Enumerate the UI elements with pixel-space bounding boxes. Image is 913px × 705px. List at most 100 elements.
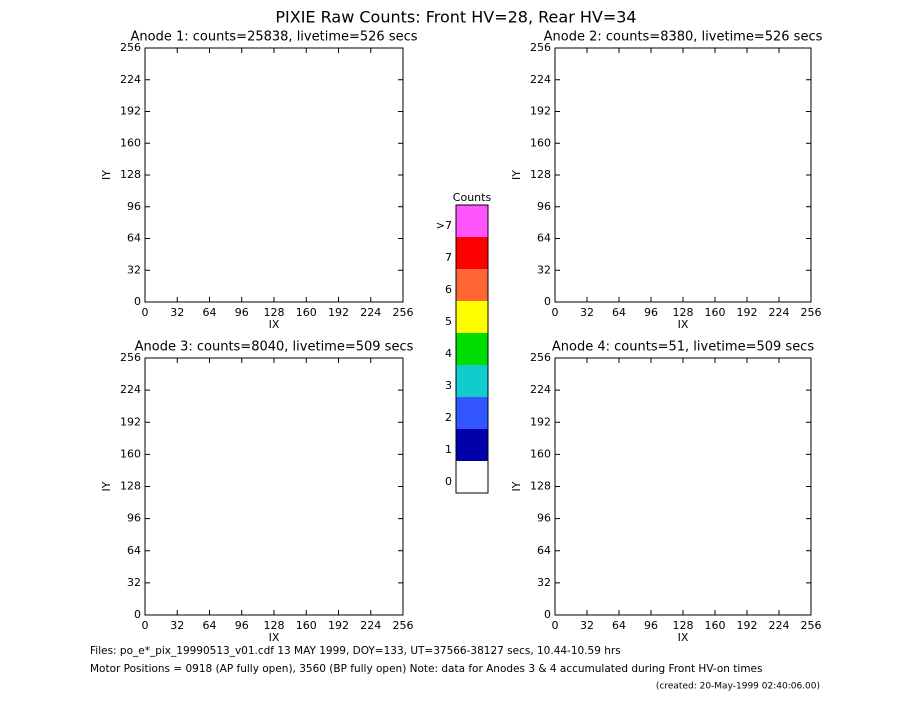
x-tick-label: 32 [170, 619, 184, 632]
x-tick-label: 0 [552, 619, 559, 632]
x-tick-label: 32 [580, 306, 594, 319]
panel-title: Anode 4: counts=51, livetime=509 secs [552, 340, 814, 355]
y-tick-label: 96 [127, 200, 141, 213]
x-tick-label: 192 [737, 619, 758, 632]
y-tick-label: 256 [120, 41, 141, 54]
footer-line: Files: po_e*_pix_19990513_v01.cdf 13 MAY… [90, 645, 621, 657]
x-tick-label: 128 [264, 306, 285, 319]
x-tick-label: 256 [801, 619, 822, 632]
x-tick-label: 64 [203, 619, 217, 632]
x-tick-label: 64 [612, 619, 626, 632]
colorbar-title: Counts [453, 191, 492, 204]
panel-title: Anode 1: counts=25838, livetime=526 secs [130, 30, 417, 45]
panel-title: Anode 2: counts=8380, livetime=526 secs [544, 30, 823, 45]
y-tick-label: 64 [537, 232, 551, 245]
colorbar-label: 2 [445, 411, 452, 424]
y-tick-label: 224 [530, 383, 551, 396]
y-tick-label: 128 [530, 168, 551, 181]
y-tick-label: 256 [120, 351, 141, 364]
y-tick-label: 128 [530, 480, 551, 493]
colorbar-cell [456, 205, 488, 237]
x-tick-label: 32 [580, 619, 594, 632]
y-tick-label: 96 [127, 512, 141, 525]
y-tick-label: 192 [120, 105, 141, 118]
x-tick-label: 32 [170, 306, 184, 319]
y-tick-label: 0 [544, 295, 551, 308]
x-tick-label: 224 [769, 306, 790, 319]
colorbar-label: 3 [445, 379, 452, 392]
colorbar-cell [456, 429, 488, 461]
x-tick-label: 128 [673, 306, 694, 319]
y-tick-label: 128 [120, 168, 141, 181]
y-axis-label: IY [510, 481, 523, 491]
y-tick-label: 192 [530, 105, 551, 118]
y-tick-label: 0 [134, 608, 141, 621]
y-tick-label: 0 [134, 295, 141, 308]
y-tick-label: 96 [537, 512, 551, 525]
colorbar-cell [456, 365, 488, 397]
plot-frame [144, 357, 404, 616]
x-tick-label: 128 [673, 619, 694, 632]
x-tick-label: 96 [235, 306, 249, 319]
x-tick-label: 192 [328, 306, 349, 319]
colorbar-label: 6 [445, 283, 452, 296]
y-tick-label: 160 [530, 447, 551, 460]
y-tick-label: 160 [120, 447, 141, 460]
y-tick-label: 64 [127, 544, 141, 557]
colorbar-label: 1 [445, 443, 452, 456]
x-tick-label: 224 [769, 619, 790, 632]
x-axis-label: IX [678, 318, 689, 331]
y-tick-label: 224 [120, 383, 141, 396]
y-axis-label: IY [510, 170, 523, 180]
y-tick-label: 32 [127, 263, 141, 276]
y-tick-label: 64 [127, 232, 141, 245]
y-tick-label: 160 [530, 136, 551, 149]
x-tick-label: 160 [296, 306, 317, 319]
y-tick-label: 192 [530, 415, 551, 428]
colorbar-cell [456, 237, 488, 269]
x-tick-label: 64 [612, 306, 626, 319]
colorbar-cell [456, 333, 488, 365]
x-tick-label: 0 [552, 306, 559, 319]
plot-frame [554, 47, 812, 303]
x-tick-label: 128 [264, 619, 285, 632]
x-tick-label: 224 [360, 619, 381, 632]
panel-title: Anode 3: counts=8040, livetime=509 secs [135, 340, 414, 355]
y-tick-label: 32 [537, 263, 551, 276]
y-tick-label: 64 [537, 544, 551, 557]
x-tick-label: 160 [705, 619, 726, 632]
plot-frame [554, 357, 812, 616]
colorbar-cell [456, 397, 488, 429]
y-tick-label: 224 [530, 73, 551, 86]
colorbar-label: >7 [436, 219, 452, 232]
colorbar-frame [455, 204, 489, 494]
y-tick-label: 32 [127, 576, 141, 589]
x-tick-label: 96 [644, 619, 658, 632]
x-axis-label: IX [269, 318, 280, 331]
x-axis-label: IX [269, 631, 280, 644]
main-title: PIXIE Raw Counts: Front HV=28, Rear HV=3… [275, 8, 636, 27]
colorbar-label: 7 [445, 251, 452, 264]
x-tick-label: 160 [296, 619, 317, 632]
x-tick-label: 256 [393, 619, 414, 632]
colorbar-label: 5 [445, 315, 452, 328]
x-tick-label: 256 [393, 306, 414, 319]
y-tick-label: 256 [530, 41, 551, 54]
x-tick-label: 96 [235, 619, 249, 632]
y-tick-label: 192 [120, 415, 141, 428]
x-tick-label: 0 [142, 306, 149, 319]
footer-line: Motor Positions = 0918 (AP fully open), … [90, 663, 763, 675]
x-axis-label: IX [678, 631, 689, 644]
x-tick-label: 160 [705, 306, 726, 319]
x-tick-label: 224 [360, 306, 381, 319]
y-tick-label: 0 [544, 608, 551, 621]
y-tick-label: 256 [530, 351, 551, 364]
y-axis-label: IY [100, 170, 113, 180]
x-tick-label: 64 [203, 306, 217, 319]
y-tick-label: 128 [120, 480, 141, 493]
y-tick-label: 224 [120, 73, 141, 86]
x-tick-label: 0 [142, 619, 149, 632]
y-tick-label: 32 [537, 576, 551, 589]
